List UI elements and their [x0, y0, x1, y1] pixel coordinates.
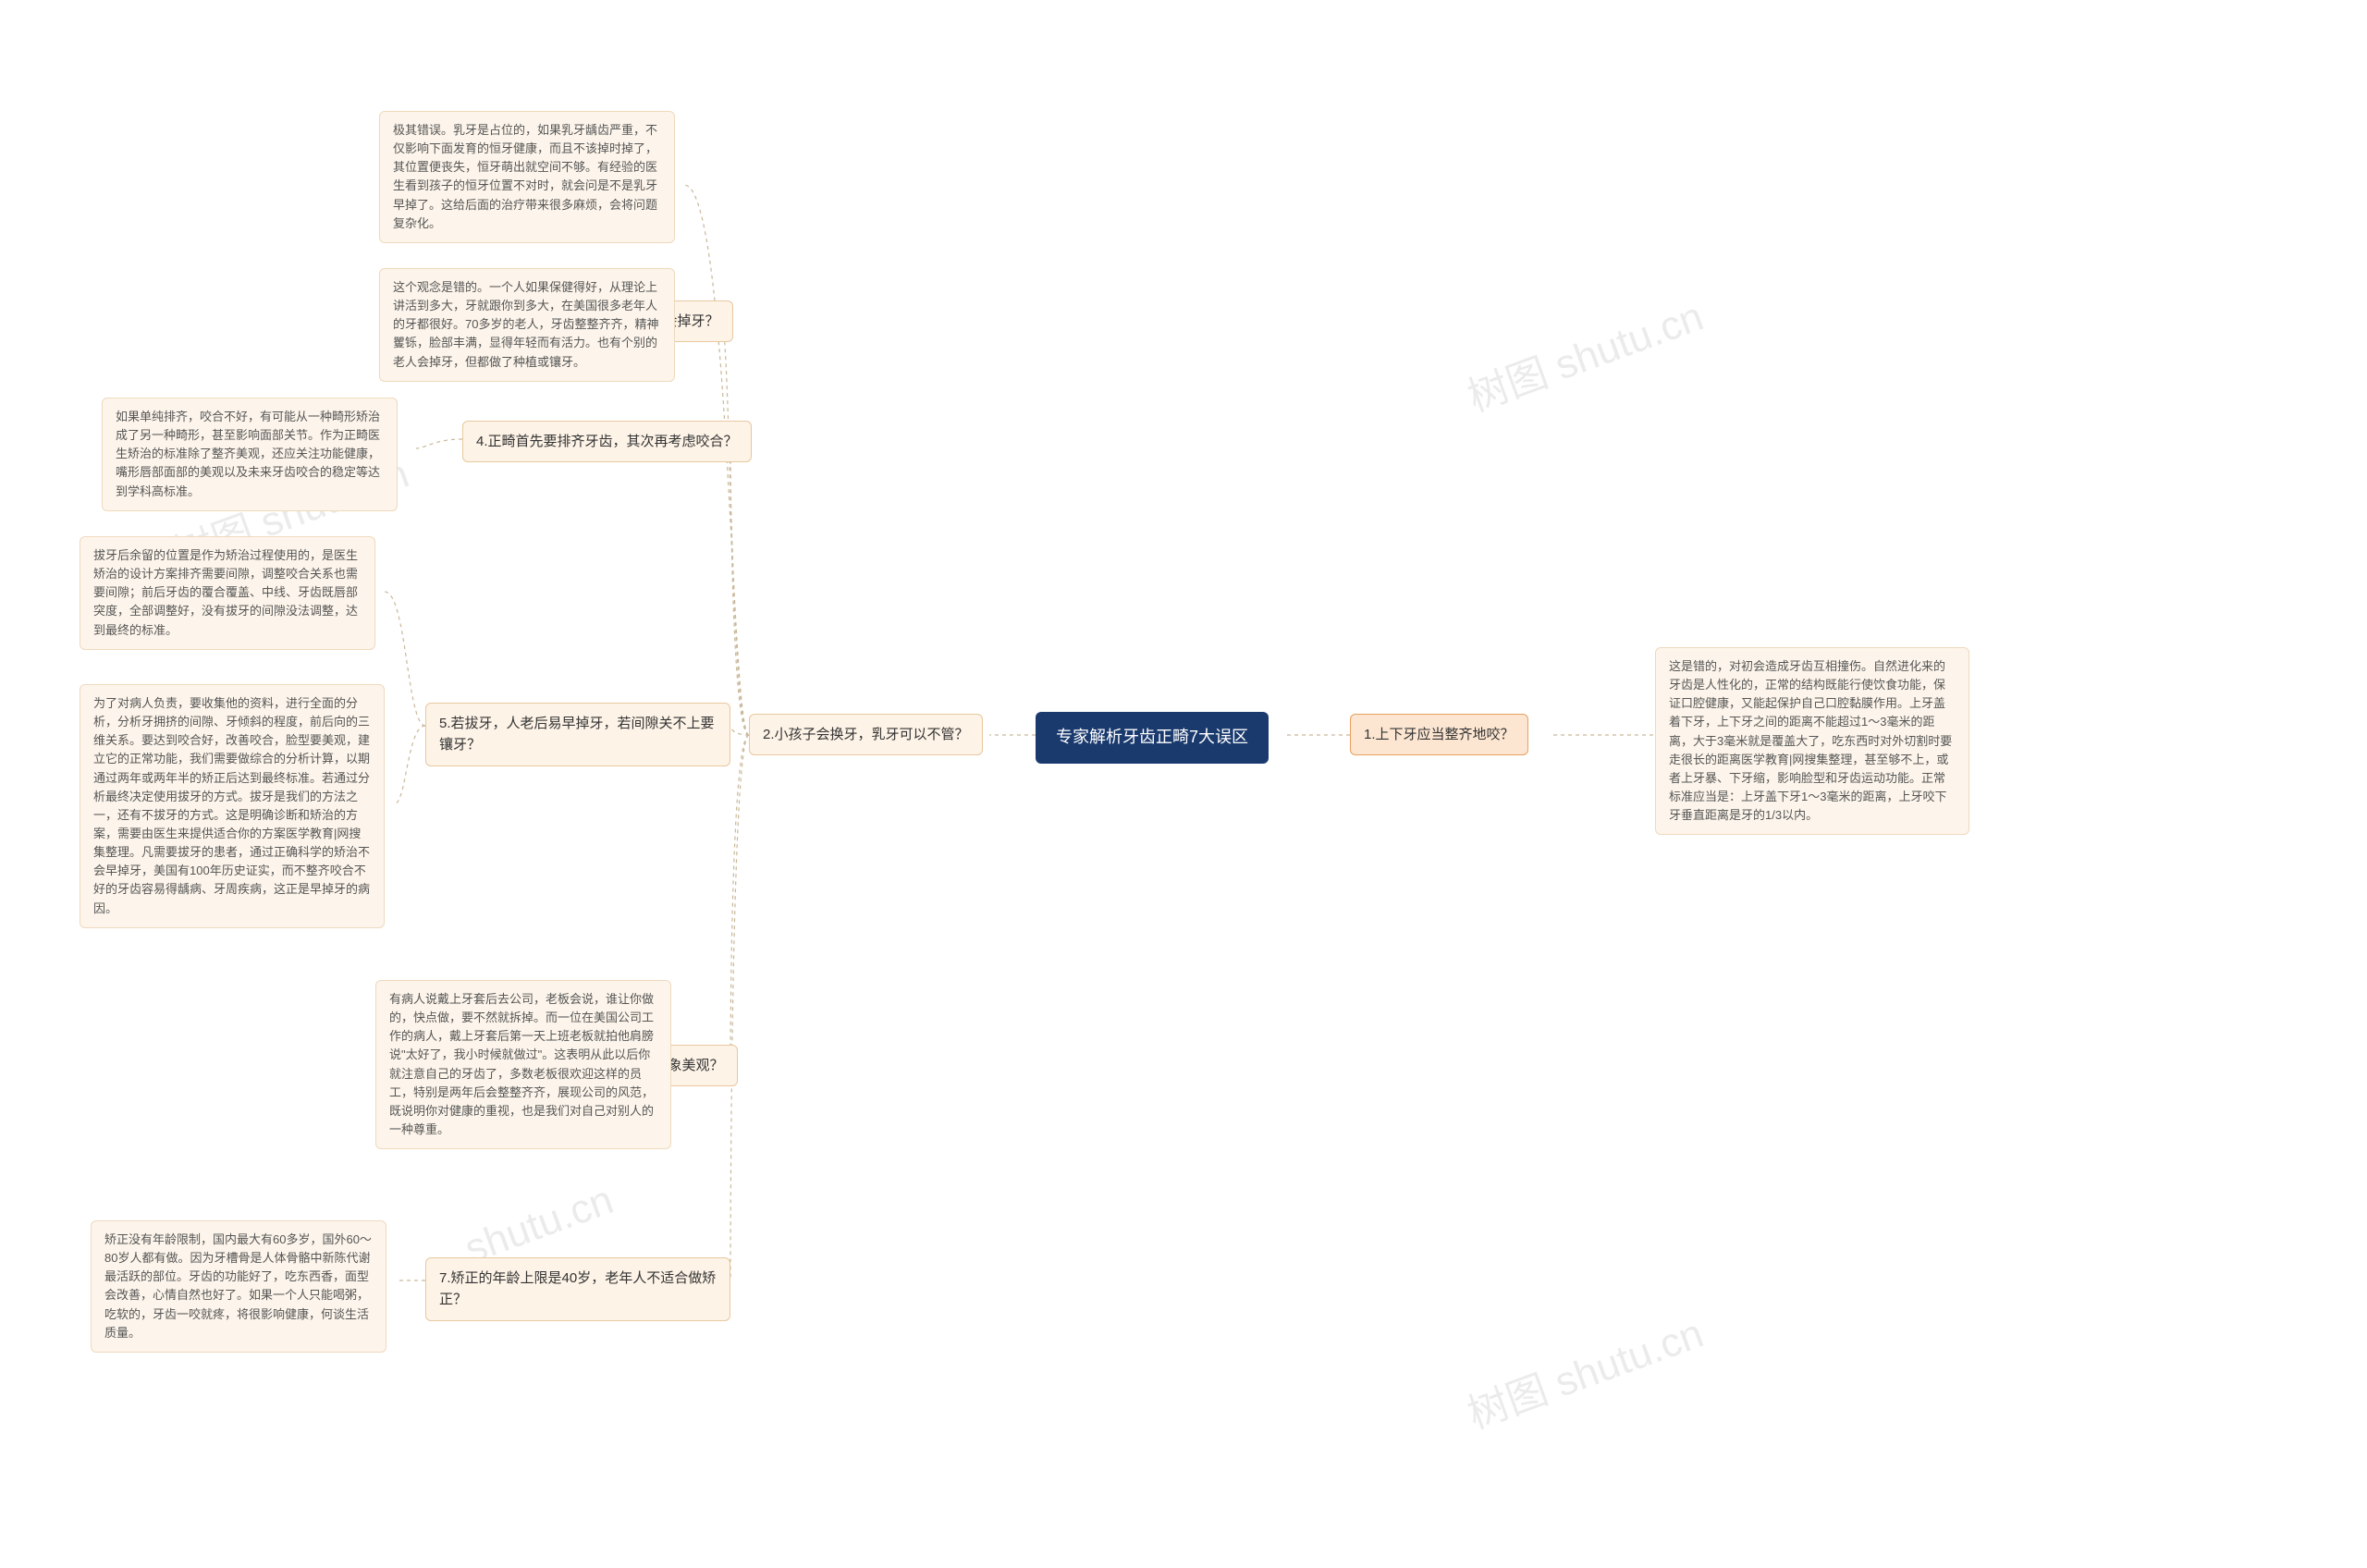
watermark: 树图 shutu.cn — [1458, 1300, 1710, 1439]
branch-5-leaf-1: 拔牙后余留的位置是作为矫治过程使用的，是医生矫治的设计方案排齐需要间隙，调整咬合… — [80, 536, 375, 650]
branch-7[interactable]: 7.矫正的年龄上限是40岁，老年人不适合做矫正？ — [425, 1257, 730, 1321]
watermark: 树图 shutu.cn — [1458, 283, 1710, 423]
branch-7-leaf: 矫正没有年龄限制，国内最大有60多岁，国外60～80岁人都有做。因为牙槽骨是人体… — [91, 1220, 386, 1353]
branch-4[interactable]: 4.正畸首先要排齐牙齿，其次再考虑咬合？ — [462, 421, 752, 462]
branch-2-leaf: 极其错误。乳牙是占位的，如果乳牙龋齿严重，不仅影响下面发育的恒牙健康，而且不该掉… — [379, 111, 675, 243]
branch-5-leaf-2: 为了对病人负责，要收集他的资料，进行全面的分析，分析牙拥挤的间隙、牙倾斜的程度，… — [80, 684, 385, 928]
branch-3-leaf: 这个观念是错的。一个人如果保健得好，从理论上讲活到多大，牙就跟你到多大，在美国很… — [379, 268, 675, 382]
branch-1[interactable]: 1.上下牙应当整齐地咬？ — [1350, 714, 1528, 755]
branch-4-leaf: 如果单纯排齐，咬合不好，有可能从一种畸形矫治成了另一种畸形，甚至影响面部关节。作… — [102, 398, 398, 511]
branch-5[interactable]: 5.若拔牙，人老后易早掉牙，若间隙关不上要镶牙？ — [425, 703, 730, 766]
branch-6-leaf: 有病人说戴上牙套后去公司，老板会说，谁让你做的，快点做，要不然就拆掉。而一位在美… — [375, 980, 671, 1149]
central-topic[interactable]: 专家解析牙齿正畸7大误区 — [1036, 712, 1269, 764]
branch-2[interactable]: 2.小孩子会换牙，乳牙可以不管？ — [749, 714, 983, 755]
branch-1-leaf: 这是错的，对初会造成牙齿互相撞伤。自然进化来的牙齿是人性化的，正常的结构既能行使… — [1655, 647, 1969, 835]
